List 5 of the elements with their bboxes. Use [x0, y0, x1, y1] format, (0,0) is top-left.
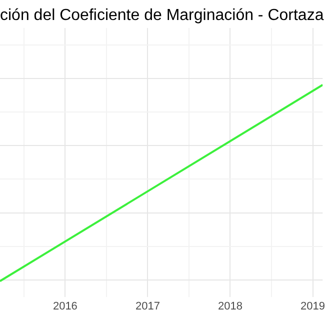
x-tick-label: 2017	[135, 300, 160, 312]
x-tick-label: 2016	[52, 300, 78, 312]
x-tick-label: 2018	[218, 300, 242, 312]
x-tick-label: 2019	[300, 300, 326, 312]
chart-title: ción del Coeficiente de Marginación - Cortaza	[0, 7, 324, 24]
